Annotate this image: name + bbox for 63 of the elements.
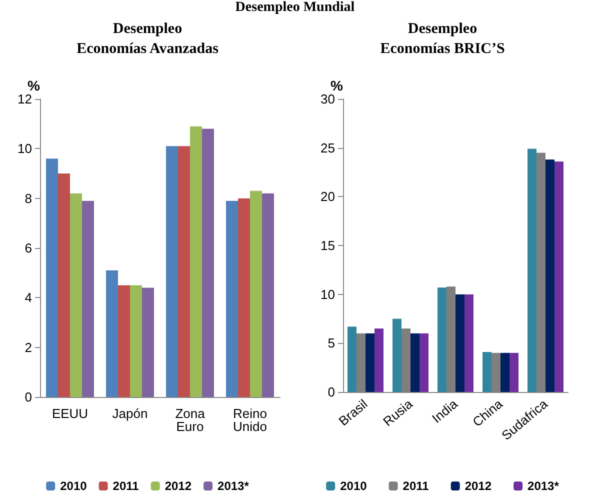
y-tick-label: 8 (24, 190, 32, 206)
y-tick-label: 15 (320, 238, 335, 253)
bar (178, 146, 190, 397)
y-tick-label: 5 (328, 336, 335, 351)
y-tick-label: 12 (18, 92, 32, 106)
bar (166, 146, 178, 397)
y-tick-label: 10 (320, 286, 335, 302)
y-tick-label: 6 (24, 240, 32, 256)
bar (58, 174, 70, 397)
bar (438, 287, 446, 392)
bar (510, 352, 518, 392)
x-tick-label: Zona Euro (175, 406, 206, 434)
bar (420, 333, 428, 392)
bar (528, 148, 536, 392)
legend-label: 2011 (112, 479, 140, 493)
chart-title: Desempleo Economías Avanzadas (76, 21, 219, 57)
text: Desempleo Mundial (234, 0, 356, 16)
legend-label: 2010 (340, 479, 368, 493)
y-tick-label: 0 (24, 390, 32, 404)
bar (410, 333, 420, 392)
bar (392, 318, 402, 392)
legend-label: 2011 (402, 479, 430, 493)
y-tick-label: 4 (24, 290, 32, 306)
bar (202, 128, 214, 397)
y-axis-title: % (28, 78, 41, 94)
bar (130, 285, 142, 397)
y-tick-label: 0 (328, 384, 335, 400)
bar (500, 352, 510, 392)
y-axis-title: % (330, 78, 344, 94)
legend-label: 2013* (528, 479, 560, 493)
legend-label: 2010 (60, 479, 88, 493)
bar (546, 160, 554, 392)
bar (456, 294, 464, 392)
bar (226, 200, 238, 397)
bar (482, 352, 492, 392)
bar (374, 328, 384, 392)
bar (190, 126, 202, 397)
bar (366, 333, 374, 392)
bar (348, 326, 356, 392)
bar (70, 193, 82, 397)
bar (118, 285, 130, 397)
bar (82, 200, 94, 397)
y-tick-label: 20 (320, 189, 335, 204)
chart-title: Desempleo Economías BRIC’S (380, 21, 505, 57)
bar (106, 270, 118, 397)
legend-label: 2012 (464, 479, 492, 493)
bar (464, 294, 474, 392)
y-tick-label: 2 (24, 340, 32, 355)
bar (554, 162, 564, 392)
x-tick-label: EEUU (52, 406, 88, 421)
bar (262, 193, 274, 397)
bar (238, 198, 250, 397)
bar (46, 158, 58, 397)
legend-label: 2013* (218, 479, 250, 493)
bar (250, 190, 262, 397)
x-tick-label: India (429, 396, 461, 426)
legend-label: 2012 (164, 479, 192, 493)
x-tick-label: Reino Unido (233, 406, 267, 434)
y-tick-label: 10 (18, 141, 32, 156)
x-tick-label: Japón (112, 406, 148, 421)
bar (142, 288, 154, 397)
y-tick-label: 25 (320, 140, 335, 156)
y-tick-label: 30 (320, 92, 335, 106)
